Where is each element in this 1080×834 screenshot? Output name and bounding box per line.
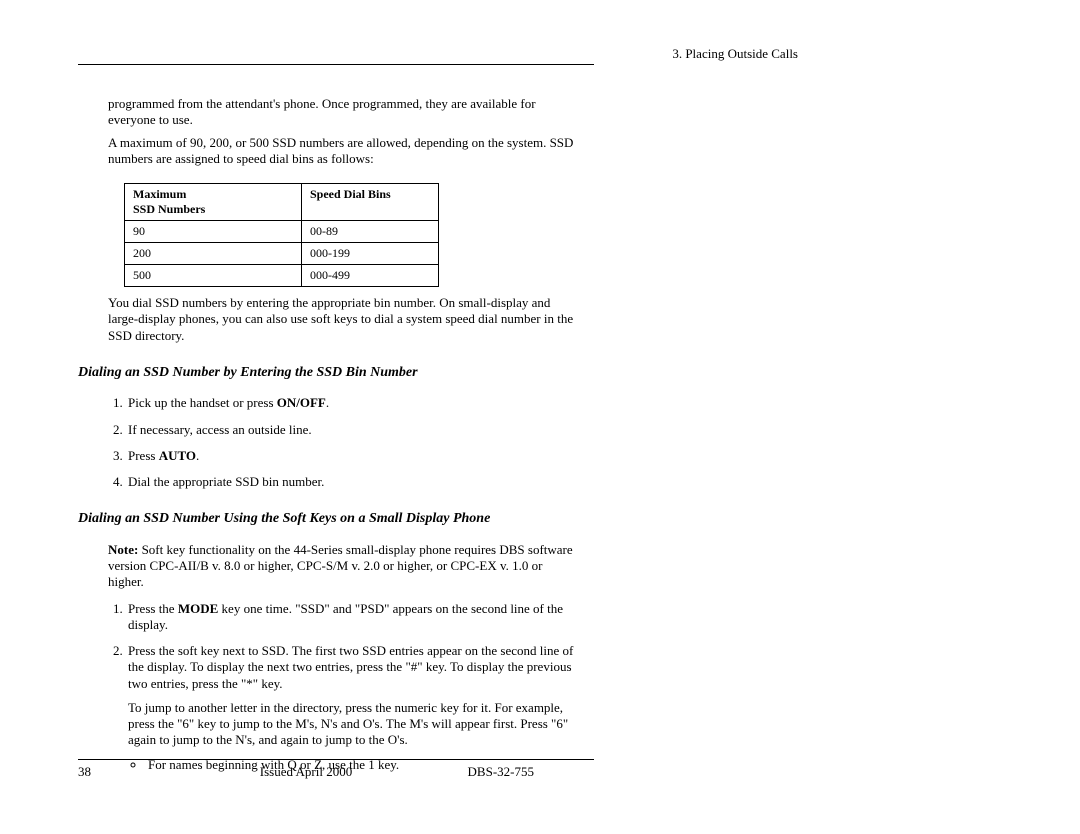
note-paragraph: Note: Soft key functionality on the 44-S… [108, 542, 574, 591]
page-footer: 38 Issued April 2000 DBS-32-755 [78, 764, 594, 780]
section-1-steps: Pick up the handset or press ON/OFF. If … [108, 395, 574, 490]
document-number: DBS-32-755 [394, 764, 594, 780]
intro-paragraph-1: programmed from the attendant's phone. O… [108, 96, 574, 129]
note-label: Note: [108, 542, 138, 557]
list-item: Press AUTO. [126, 448, 574, 464]
issued-date: Issued April 2000 [218, 764, 394, 780]
page-header: 3. Placing Outside Calls [282, 46, 798, 62]
table-row: 90 00-89 [125, 221, 439, 243]
page-number: 38 [78, 764, 218, 780]
note-text: Soft key functionality on the 44-Series … [108, 542, 573, 590]
list-item: If necessary, access an outside line. [126, 422, 574, 438]
after-table-paragraph: You dial SSD numbers by entering the app… [108, 295, 574, 344]
cell-max: 90 [125, 221, 302, 243]
footer-rule [78, 759, 594, 760]
list-item: Dial the appropriate SSD bin number. [126, 474, 574, 490]
list-item: Pick up the handset or press ON/OFF. [126, 395, 574, 411]
header-rule [78, 64, 594, 65]
cell-bins: 00-89 [302, 221, 439, 243]
table-header-max: Maximum SSD Numbers [125, 184, 302, 221]
step-2-sub-paragraph: To jump to another letter in the directo… [128, 700, 574, 749]
page: 3. Placing Outside Calls programmed from… [0, 0, 1080, 834]
section-2-steps: Press the MODE key one time. "SSD" and "… [108, 601, 574, 773]
table-header-bins: Speed Dial Bins [302, 184, 439, 221]
section-2-heading: Dialing an SSD Number Using the Soft Key… [78, 510, 594, 528]
intro-paragraph-2: A maximum of 90, 200, or 500 SSD numbers… [108, 135, 574, 168]
section-1-heading: Dialing an SSD Number by Entering the SS… [78, 364, 594, 382]
table-row: 200 000-199 [125, 243, 439, 265]
ssd-table: Maximum SSD Numbers Speed Dial Bins 90 0… [124, 183, 439, 287]
table-header-row: Maximum SSD Numbers Speed Dial Bins [125, 184, 439, 221]
cell-bins: 000-499 [302, 265, 439, 287]
list-item: Press the soft key next to SSD. The firs… [126, 643, 574, 773]
cell-bins: 000-199 [302, 243, 439, 265]
page-content: programmed from the attendant's phone. O… [78, 96, 594, 783]
chapter-title: 3. Placing Outside Calls [672, 46, 798, 61]
table-row: 500 000-499 [125, 265, 439, 287]
cell-max: 500 [125, 265, 302, 287]
cell-max: 200 [125, 243, 302, 265]
list-item: Press the MODE key one time. "SSD" and "… [126, 601, 574, 634]
